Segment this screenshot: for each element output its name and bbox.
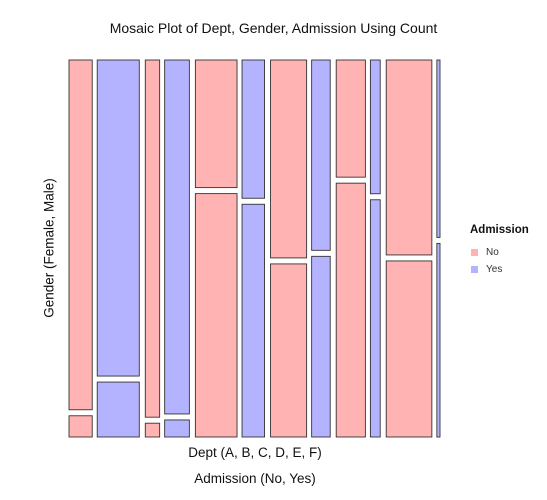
x2-axis-label: Admission (No, Yes) xyxy=(194,471,316,486)
tile-d-male-no xyxy=(270,59,308,259)
tile-e-male-no xyxy=(335,59,366,178)
legend-item-no: No xyxy=(470,244,529,261)
tile-f-female-yes xyxy=(436,242,441,438)
x-axis-label: Dept (A, B, C, D, E, F) xyxy=(188,445,322,460)
tile-a-female-yes xyxy=(96,381,140,438)
tile-b-male-yes xyxy=(164,59,190,415)
tile-a-male-yes xyxy=(96,59,140,377)
tile-f-female-no xyxy=(385,260,433,438)
legend: Admission No Yes xyxy=(470,224,529,278)
chart-title: Mosaic Plot of Dept, Gender, Admission U… xyxy=(109,20,438,36)
tile-b-female-no xyxy=(144,422,161,438)
legend-title: Admission xyxy=(470,224,529,236)
tile-a-male-no xyxy=(68,59,93,411)
y-axis-label: Gender (Female, Male) xyxy=(41,178,57,318)
tile-b-male-no xyxy=(144,59,161,418)
tile-c-female-yes xyxy=(241,203,265,438)
tile-f-male-yes xyxy=(436,59,441,238)
legend-item-yes: Yes xyxy=(470,261,529,278)
tile-c-female-no xyxy=(194,193,238,438)
tile-c-male-yes xyxy=(241,59,265,199)
legend-swatch-yes xyxy=(471,266,478,273)
legend-label-yes: Yes xyxy=(486,264,503,275)
tile-b-female-yes xyxy=(164,419,190,438)
tile-a-female-no xyxy=(68,415,93,438)
legend-label-no: No xyxy=(486,247,499,258)
tile-d-female-no xyxy=(270,263,308,438)
tile-f-male-no xyxy=(385,59,433,256)
tile-e-female-no xyxy=(335,182,366,438)
tile-e-male-yes xyxy=(369,59,381,195)
legend-swatch-no xyxy=(471,249,478,256)
tile-d-female-yes xyxy=(311,255,331,438)
tile-e-female-yes xyxy=(369,199,381,438)
tile-d-male-yes xyxy=(311,59,331,251)
tile-c-male-no xyxy=(194,59,238,189)
